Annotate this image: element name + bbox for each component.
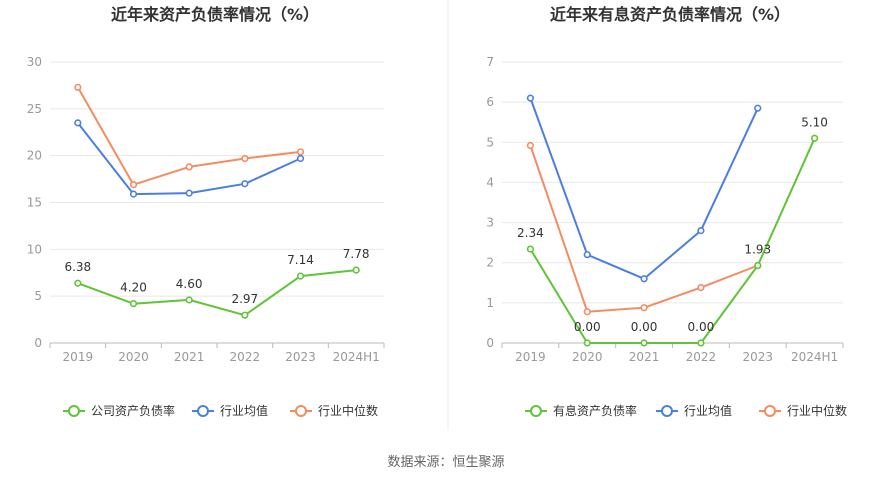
legend-label: 公司资产负债率 bbox=[91, 403, 175, 418]
y-tick-label: 15 bbox=[27, 196, 42, 210]
y-tick-label: 1 bbox=[486, 296, 494, 310]
data-point bbox=[526, 94, 535, 102]
data-label: 0.00 bbox=[574, 320, 601, 334]
y-tick-label: 3 bbox=[486, 216, 494, 230]
y-tick-label: 0 bbox=[486, 336, 494, 350]
y-tick-label: 4 bbox=[486, 175, 494, 189]
data-point bbox=[129, 190, 138, 198]
y-tick-label: 30 bbox=[27, 55, 42, 69]
x-tick-label: 2021 bbox=[629, 350, 660, 364]
series-line bbox=[529, 97, 759, 280]
series-line bbox=[77, 269, 357, 317]
data-label: 4.20 bbox=[120, 281, 147, 295]
x-tick-label: 2024H1 bbox=[333, 350, 380, 364]
y-tick-label: 7 bbox=[486, 55, 494, 69]
data-point bbox=[296, 148, 305, 156]
data-point bbox=[241, 180, 249, 188]
data-point bbox=[810, 134, 819, 142]
data-point bbox=[129, 181, 138, 189]
chart-2-title: 近年来有息资产负债率情况（%） bbox=[550, 5, 790, 24]
data-point bbox=[583, 339, 591, 347]
x-tick-label: 2022 bbox=[230, 350, 261, 364]
x-tick-label: 2019 bbox=[63, 350, 94, 364]
y-tick-label: 0 bbox=[34, 336, 42, 350]
data-label: 1.93 bbox=[744, 243, 771, 257]
data-label: 0.00 bbox=[631, 320, 658, 334]
data-point bbox=[296, 154, 305, 163]
x-tick-label: 2019 bbox=[515, 350, 546, 364]
data-point bbox=[640, 339, 648, 347]
chart-2: 0 1 2 3 4 5 6 7 2019 2020 2021 2022 2023 2024H1 2.34 0.… bbox=[486, 55, 847, 418]
x-tick-label: 2020 bbox=[118, 350, 149, 364]
y-tick-label: 10 bbox=[27, 242, 42, 256]
data-point bbox=[526, 141, 535, 150]
data-label: 2.97 bbox=[231, 292, 258, 306]
legend-marker bbox=[68, 405, 80, 417]
legend-label: 行业均值 bbox=[220, 403, 268, 418]
data-point bbox=[583, 308, 591, 316]
legend-label: 行业中位数 bbox=[318, 403, 378, 418]
x-tick-label: 2024H1 bbox=[791, 350, 838, 364]
legend-label: 有息资产负债率 bbox=[553, 403, 637, 418]
chart-1: 0 5 10 15 20 25 30 2019 2020 2021 2022 2023 2024H1 6.… bbox=[27, 55, 385, 418]
data-point bbox=[185, 189, 193, 197]
data-point bbox=[697, 339, 705, 347]
legend-marker bbox=[295, 405, 307, 417]
data-point bbox=[526, 245, 535, 253]
data-point bbox=[241, 311, 249, 319]
data-label: 7.78 bbox=[343, 247, 370, 261]
x-tick-label: 2021 bbox=[174, 350, 205, 364]
y-tick-label: 2 bbox=[486, 256, 494, 270]
data-point bbox=[185, 296, 193, 304]
data-point bbox=[697, 284, 705, 292]
data-point bbox=[640, 275, 648, 283]
data-point bbox=[74, 119, 82, 127]
data-point bbox=[129, 300, 138, 308]
y-tick-label: 20 bbox=[27, 149, 42, 163]
legend-marker bbox=[661, 405, 673, 417]
data-label: 2.34 bbox=[517, 226, 544, 240]
x-tick-label: 2022 bbox=[686, 350, 717, 364]
data-label: 0.00 bbox=[688, 320, 715, 334]
data-label: 6.38 bbox=[64, 260, 91, 274]
y-tick-label: 5 bbox=[486, 135, 494, 149]
data-point bbox=[185, 163, 193, 171]
data-point bbox=[74, 279, 82, 287]
data-point bbox=[583, 251, 591, 259]
legend-marker bbox=[197, 405, 209, 417]
y-tick-label: 6 bbox=[486, 95, 494, 109]
legend-marker bbox=[764, 405, 776, 417]
legend-label: 行业均值 bbox=[684, 403, 732, 418]
data-point bbox=[640, 304, 648, 312]
data-point bbox=[754, 104, 762, 112]
chart-1-title: 近年来资产负债率情况（%） bbox=[111, 5, 319, 24]
data-label: 5.10 bbox=[801, 115, 828, 129]
series-line bbox=[529, 145, 759, 313]
data-point bbox=[697, 227, 705, 235]
x-tick-label: 2020 bbox=[572, 350, 603, 364]
data-point bbox=[74, 83, 82, 91]
y-tick-label: 25 bbox=[27, 102, 42, 116]
y-tick-label: 5 bbox=[34, 289, 42, 303]
x-tick-label: 2023 bbox=[285, 350, 316, 364]
series-line bbox=[77, 122, 301, 196]
data-point bbox=[754, 261, 762, 270]
data-label: 4.60 bbox=[176, 277, 203, 291]
data-label: 7.14 bbox=[287, 253, 314, 267]
data-point bbox=[241, 154, 249, 163]
source-text: 数据来源：恒生聚源 bbox=[387, 455, 504, 470]
legend-label: 行业中位数 bbox=[787, 403, 847, 418]
data-point bbox=[352, 266, 360, 274]
series-line bbox=[529, 137, 816, 344]
x-tick-label: 2023 bbox=[742, 350, 773, 364]
data-point bbox=[296, 272, 305, 280]
legend-marker bbox=[530, 405, 542, 417]
